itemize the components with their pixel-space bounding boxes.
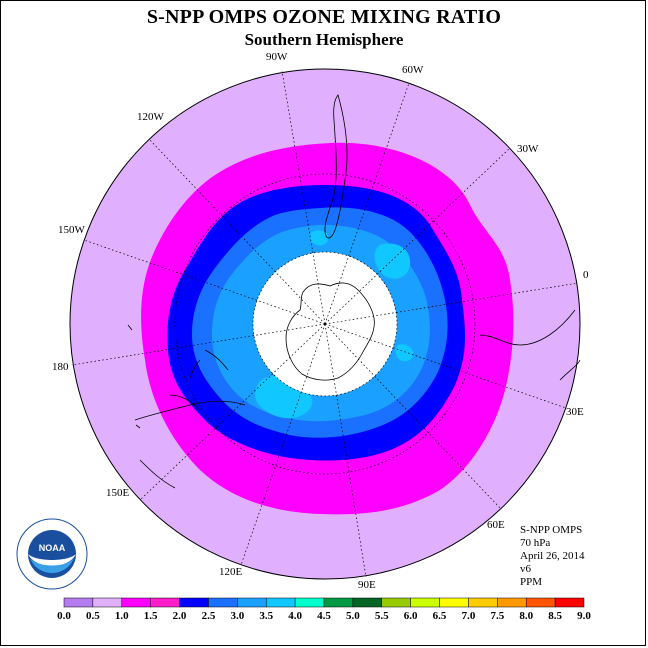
new-zealand-coastline: [189, 349, 229, 379]
south-pacific-islands: [127, 324, 141, 429]
lon-label-60e: 60E: [487, 519, 505, 531]
colorbar-swatch: [497, 597, 527, 608]
colorbar-swatch: [410, 597, 440, 608]
map-subtitle: Southern Hemisphere: [244, 30, 404, 49]
colorbar-tick-label: 3.0: [230, 610, 244, 622]
colorbar-tick-label: 5.0: [346, 610, 360, 622]
lon-label-150w: 150W: [58, 224, 86, 236]
colorbar-tick-label: 8.0: [519, 610, 533, 622]
colorbar-swatch: [208, 597, 238, 608]
info-panel: S-NPP OMPS 70 hPa April 26, 2014 v6 PPM: [520, 524, 584, 589]
lon-label-90w: 90W: [266, 51, 288, 63]
band-3_0-3_5-c: [395, 344, 414, 362]
colorbar-tick-label: 5.5: [375, 610, 389, 622]
colorbar-tick-label: 6.5: [433, 610, 447, 622]
lon-label-180: 180: [52, 361, 69, 373]
colorbar-tick-label: 0.0: [57, 610, 71, 622]
coastlines: [127, 94, 581, 489]
colorbar: 0.0 0.5 1.0 1.5 2.0 2.5 3.0 3.5 4.0 4.5 5.0 5.5 6.0 6…: [57, 597, 591, 622]
colorbar-tick-label: 6.0: [404, 610, 418, 622]
colorbar-tick-label: 7.0: [462, 610, 476, 622]
ozone-field: [70, 69, 580, 579]
band-3_0-3_5-d: [309, 230, 329, 246]
colorbar-swatch: [92, 597, 123, 608]
africa-coastline: [479, 309, 581, 381]
colorbar-tick-label: 2.0: [173, 610, 187, 622]
south-america-coastline: [324, 94, 348, 239]
colorbar-tick-label: 7.5: [490, 610, 504, 622]
noaa-logo: NOAA: [16, 518, 88, 590]
colorbar-swatch: [468, 597, 498, 608]
lon-label-60w: 60W: [402, 64, 424, 76]
colorbar-tick-label: 2.5: [202, 610, 216, 622]
map-boundary: [69, 68, 581, 580]
colorbar-swatch: [265, 597, 296, 608]
longitude-labels: 90W 60W 30W 0 30E 60E 90E 120E 150E 180 …: [52, 51, 589, 591]
colorbar-swatch: [179, 597, 209, 608]
colorbar-tick-label: 3.5: [259, 610, 273, 622]
lon-label-120w: 120W: [137, 111, 165, 123]
lon-label-30e: 30E: [566, 406, 584, 418]
lon-label-90e: 90E: [358, 579, 376, 591]
lon-label-150e: 150E: [106, 487, 130, 499]
lon-label-0: 0: [583, 269, 589, 281]
info-version: v6: [520, 563, 531, 575]
colorbar-tick-label: 1.0: [115, 610, 129, 622]
info-instrument: S-NPP OMPS: [520, 524, 583, 536]
lon-label-120e: 120E: [219, 566, 243, 578]
pole-marker: [323, 322, 327, 326]
colorbar-swatch: [554, 597, 585, 608]
antarctica-coastline: [285, 282, 375, 381]
info-date: April 26, 2014: [520, 550, 585, 562]
colorbar-swatch: [294, 597, 325, 608]
colorbar-swatch: [525, 597, 556, 608]
lon-label-30w: 30W: [517, 143, 539, 155]
info-units: PPM: [520, 576, 543, 588]
australia-coastline: [134, 394, 246, 489]
map-title: S-NPP OMPS OZONE MIXING RATIO: [146, 6, 502, 28]
colorbar-tick-label: 4.5: [317, 610, 331, 622]
graticule: [71, 70, 579, 578]
colorbar-swatch: [439, 597, 469, 608]
band-3_0-3_5-a: [374, 243, 411, 279]
colorbar-tick-label: 4.0: [288, 610, 302, 622]
colorbar-swatch: [63, 597, 94, 608]
colorbar-swatch: [352, 597, 383, 608]
colorbar-tick-label: 0.5: [86, 610, 100, 622]
colorbar-swatch: [381, 597, 411, 608]
noaa-logo-text: NOAA: [39, 543, 66, 553]
colorbar-tick-label: 9.0: [577, 610, 591, 622]
colorbar-swatch: [150, 597, 180, 608]
colorbar-swatch: [237, 597, 267, 608]
colorbar-tick-label: 8.5: [548, 610, 562, 622]
colorbar-tick-label: 1.5: [144, 610, 158, 622]
info-pressure-level: 70 hPa: [520, 537, 551, 549]
colorbar-swatch: [323, 597, 354, 608]
colorbar-swatch: [121, 597, 151, 608]
